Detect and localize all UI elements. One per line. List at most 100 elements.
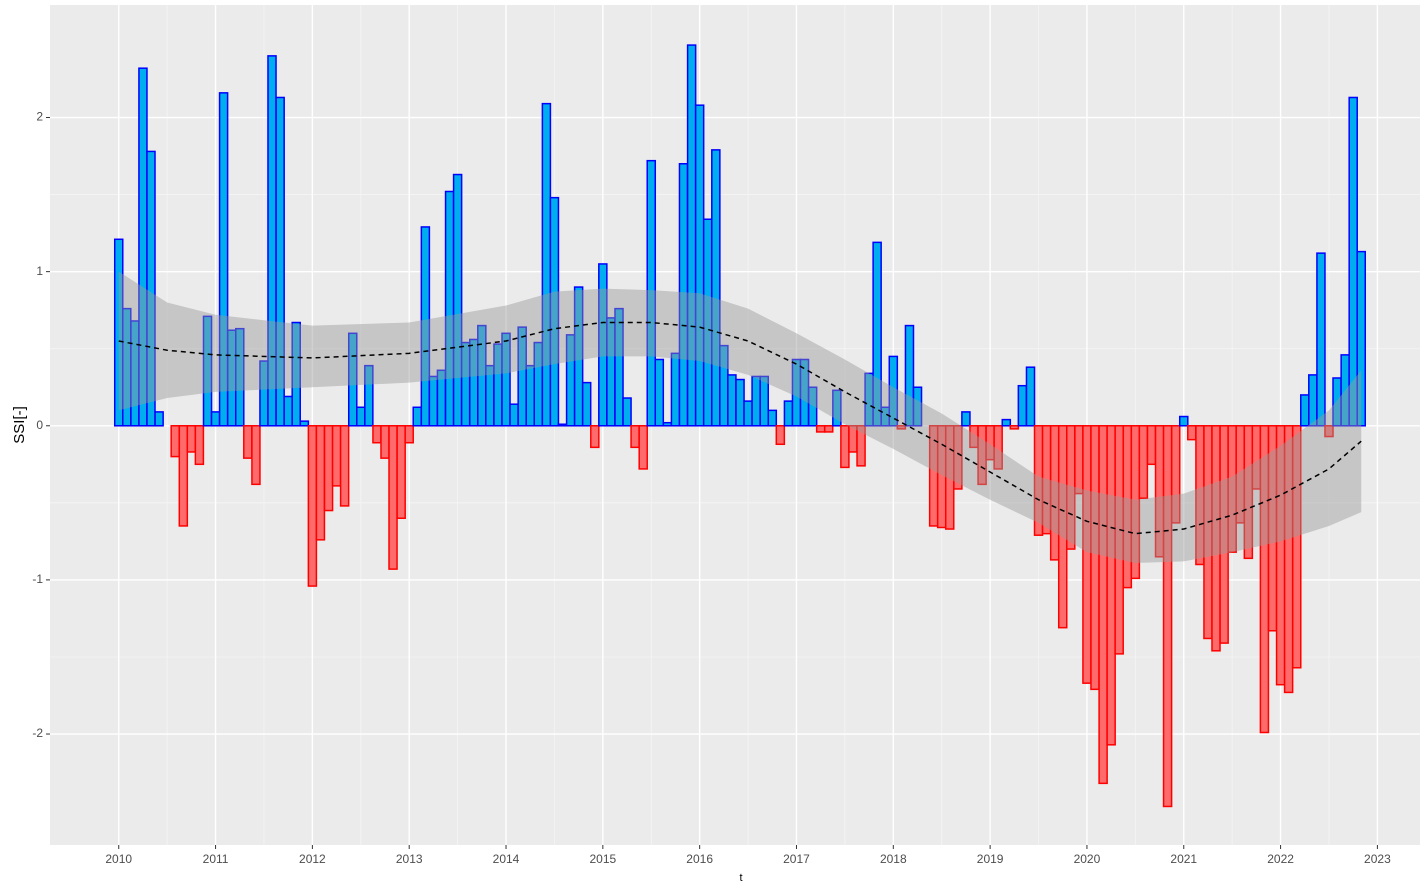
bar [364, 364, 374, 427]
bar [1074, 425, 1084, 495]
bar [283, 395, 293, 427]
bar [904, 324, 915, 427]
bar [170, 425, 180, 458]
bar [807, 386, 818, 427]
bar [686, 44, 697, 427]
bar [735, 378, 745, 427]
bar [1324, 425, 1334, 438]
bar [1130, 425, 1141, 580]
x-tick-label: 2015 [589, 852, 616, 866]
bar [218, 92, 229, 427]
bar [420, 226, 431, 427]
bar [654, 358, 665, 427]
y-tick-label: 0 [36, 418, 43, 432]
bar [670, 352, 681, 427]
bar [146, 150, 156, 427]
bar [614, 307, 624, 427]
bar [557, 423, 568, 427]
y-axis-title: SSI[-] [11, 406, 28, 444]
bar [815, 425, 826, 433]
bar [412, 406, 423, 427]
bar [961, 411, 971, 427]
bar [590, 425, 600, 449]
bar [630, 425, 640, 449]
x-tick-label: 2010 [105, 852, 132, 866]
bar [783, 400, 794, 427]
bar [912, 386, 923, 427]
bar [823, 425, 834, 433]
bar [307, 425, 318, 587]
x-axis-title: t [739, 872, 742, 884]
bar [331, 425, 342, 487]
bar [186, 425, 197, 453]
x-tick-label: 2023 [1364, 852, 1391, 866]
bar [1162, 425, 1173, 808]
bar [993, 425, 1003, 470]
bar [501, 332, 511, 427]
bar [694, 104, 705, 427]
bar [194, 425, 205, 466]
bar [953, 425, 963, 490]
bar [444, 190, 455, 427]
bar [404, 425, 414, 444]
x-tick-label: 2017 [783, 852, 810, 866]
bar [638, 425, 648, 470]
bar [775, 425, 786, 446]
bar [856, 425, 866, 467]
confidence-band [118, 271, 1362, 563]
bar [622, 397, 632, 427]
x-tick-label: 2018 [880, 852, 907, 866]
bar [1025, 366, 1036, 427]
bar [347, 332, 358, 427]
bar [1243, 425, 1254, 560]
bar [872, 241, 882, 427]
bar [509, 403, 519, 427]
y-tick-label: 2 [36, 110, 43, 124]
bar [1106, 425, 1116, 746]
bar [581, 381, 592, 427]
bar [275, 96, 285, 427]
x-tick-label: 2014 [493, 852, 520, 866]
bar [178, 425, 189, 527]
bar [662, 421, 673, 427]
y-tick-label: -2 [32, 726, 43, 740]
bar [154, 411, 164, 427]
bar [1187, 425, 1197, 441]
bar [339, 425, 350, 507]
bar [1001, 418, 1012, 427]
bar [1291, 425, 1302, 669]
bar [1090, 425, 1100, 691]
bar [380, 425, 390, 459]
bar [549, 196, 560, 427]
y-tick-label: 1 [36, 264, 43, 278]
x-tick-label: 2011 [203, 852, 229, 866]
marks [113, 44, 1366, 808]
bar [646, 159, 657, 427]
bar [1146, 425, 1157, 466]
bar [396, 425, 406, 519]
bar [202, 315, 213, 427]
x-tick-label: 2021 [1170, 852, 1197, 866]
bar [711, 149, 721, 427]
x-tick-label: 2022 [1267, 852, 1294, 866]
bar [1356, 250, 1366, 427]
bar [251, 425, 261, 486]
bar [323, 425, 334, 512]
bar [1170, 425, 1181, 524]
bar [1098, 425, 1108, 785]
bar [210, 411, 221, 427]
bar [1138, 425, 1149, 499]
bar [767, 409, 778, 427]
bar [525, 364, 535, 427]
bar [541, 102, 552, 427]
bar [243, 425, 253, 459]
bar [743, 400, 753, 427]
bar [1017, 384, 1028, 427]
y-tick-label: -1 [32, 572, 43, 586]
bar [452, 173, 463, 427]
bar [1009, 425, 1020, 430]
x-tick-label: 2019 [977, 852, 1004, 866]
bar [428, 375, 439, 427]
bar [356, 406, 366, 427]
